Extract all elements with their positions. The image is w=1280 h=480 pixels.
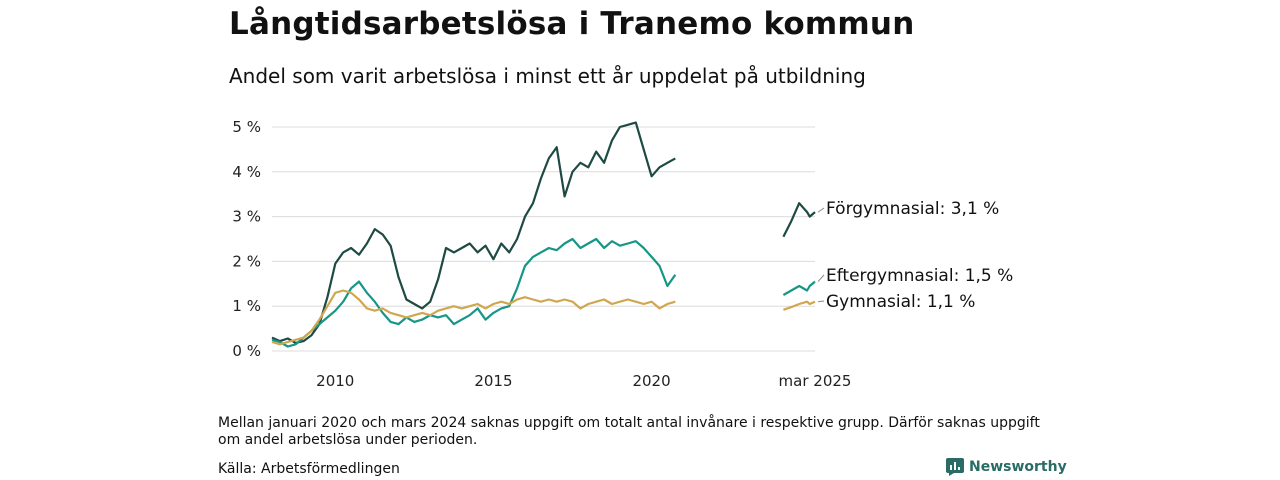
y-tick-label: 1 % bbox=[232, 297, 261, 315]
label-leader bbox=[817, 274, 825, 282]
series-line-gymnasial bbox=[271, 289, 676, 346]
brand-logo[interactable]: Newsworthy bbox=[946, 458, 1067, 476]
grid-lines bbox=[272, 126, 815, 352]
series-line-eftergymnasial bbox=[782, 280, 816, 296]
x-axis-ticks: 2010 2015 2020 mar 2025 bbox=[316, 372, 851, 390]
series-line-förgymnasial bbox=[271, 121, 676, 344]
y-tick-label: 0 % bbox=[232, 342, 261, 360]
brand-name: Newsworthy bbox=[969, 459, 1067, 475]
label-leader bbox=[817, 207, 825, 213]
series-label-förgymnasial: Förgymnasial: 3,1 % bbox=[826, 199, 999, 219]
series-label-gymnasial: Gymnasial: 1,1 % bbox=[826, 292, 975, 312]
y-tick-label: 4 % bbox=[232, 163, 261, 181]
x-tick-label: 2010 bbox=[316, 372, 354, 390]
x-tick-label: 2015 bbox=[474, 372, 512, 390]
page-subtitle: Andel som varit arbetslösa i minst ett å… bbox=[229, 64, 866, 88]
series-end-labels: Förgymnasial: 3,1 % Eftergymnasial: 1,5 %… bbox=[817, 199, 1013, 312]
series-label-eftergymnasial: Eftergymnasial: 1,5 % bbox=[826, 266, 1013, 286]
series-lines bbox=[271, 121, 816, 348]
series-line-gymnasial bbox=[783, 300, 816, 311]
y-axis-ticks: 0 % 1 % 2 % 3 % 4 % 5 % bbox=[232, 118, 261, 360]
x-end-label: mar 2025 bbox=[779, 372, 852, 390]
page-title: Långtidsarbetslösa i Tranemo kommun bbox=[229, 6, 915, 42]
y-tick-label: 2 % bbox=[232, 252, 261, 270]
x-tick-label: 2020 bbox=[632, 372, 670, 390]
source-text: Källa: Arbetsförmedlingen bbox=[218, 461, 400, 477]
series-line-eftergymnasial bbox=[271, 237, 677, 348]
series-line-förgymnasial bbox=[782, 202, 816, 238]
newsworthy-logo-icon bbox=[946, 458, 964, 476]
footnote: Mellan januari 2020 och mars 2024 saknas… bbox=[218, 415, 1040, 448]
label-leader bbox=[817, 300, 825, 303]
y-tick-label: 5 % bbox=[232, 118, 261, 136]
y-tick-label: 3 % bbox=[232, 208, 261, 226]
